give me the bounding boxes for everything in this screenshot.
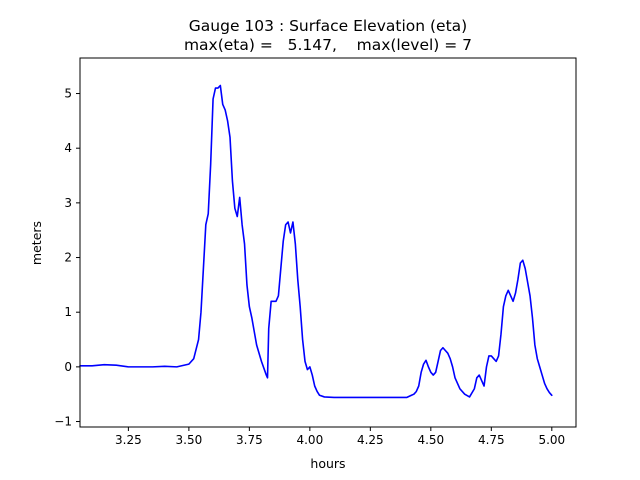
- chart-title: Gauge 103 : Surface Elevation (eta): [189, 17, 467, 35]
- chart-subtitle: max(eta) = 5.147, max(level) = 7: [184, 36, 472, 54]
- x-axis-label: hours: [310, 456, 345, 471]
- x-axis-ticks: 3.25 3.50 3.75 4.00 4.25 4.50 4.75 5.00: [115, 427, 565, 447]
- y-axis-ticks: −1 0 1 2 3 4 5: [54, 87, 80, 429]
- y-axis-label: meters: [29, 221, 44, 265]
- y-tick-label: 0: [64, 360, 72, 374]
- x-tick-label: 5.00: [538, 433, 565, 447]
- y-tick-label: −1: [54, 415, 72, 429]
- y-tick-label: 2: [64, 251, 72, 265]
- plot-area: [80, 58, 576, 427]
- x-tick-label: 3.50: [176, 433, 203, 447]
- plot-content: [79, 84, 553, 399]
- y-tick-label: 3: [64, 196, 72, 210]
- x-tick-label: 4.75: [478, 433, 505, 447]
- x-tick-label: 3.75: [236, 433, 263, 447]
- x-tick-label: 4.50: [417, 433, 444, 447]
- x-tick-label: 3.25: [115, 433, 142, 447]
- y-tick-label: 1: [64, 305, 72, 319]
- x-tick-label: 4.00: [296, 433, 323, 447]
- y-tick-label: 4: [64, 141, 72, 155]
- y-tick-label: 5: [64, 87, 72, 101]
- x-tick-label: 4.25: [357, 433, 384, 447]
- plot-frame: [79, 57, 577, 428]
- series-line-eta: [79, 84, 553, 399]
